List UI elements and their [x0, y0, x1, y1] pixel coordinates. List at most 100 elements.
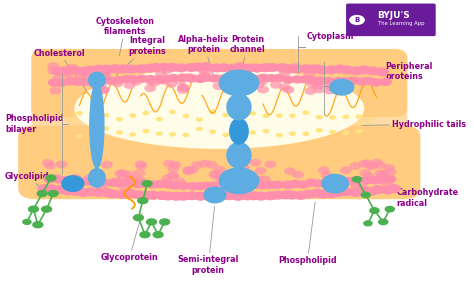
Circle shape: [225, 64, 239, 73]
Circle shape: [183, 73, 195, 81]
Circle shape: [344, 177, 356, 185]
Circle shape: [357, 66, 371, 75]
Circle shape: [160, 75, 173, 83]
Ellipse shape: [227, 142, 251, 168]
Text: B: B: [355, 17, 360, 23]
Circle shape: [349, 162, 361, 170]
Circle shape: [251, 176, 263, 184]
Circle shape: [51, 67, 65, 76]
Circle shape: [43, 175, 56, 183]
Circle shape: [198, 72, 210, 80]
Circle shape: [129, 65, 141, 73]
Circle shape: [304, 70, 316, 78]
Circle shape: [196, 117, 203, 122]
Circle shape: [89, 111, 96, 116]
Circle shape: [236, 127, 243, 131]
Circle shape: [321, 77, 334, 85]
Circle shape: [209, 74, 221, 83]
Circle shape: [68, 66, 82, 75]
Circle shape: [304, 87, 316, 95]
Circle shape: [117, 169, 128, 177]
Circle shape: [359, 169, 371, 177]
Circle shape: [185, 74, 198, 83]
Circle shape: [102, 126, 109, 131]
Circle shape: [324, 65, 338, 74]
Circle shape: [52, 176, 64, 184]
Circle shape: [101, 161, 113, 168]
Circle shape: [215, 175, 227, 182]
Circle shape: [257, 86, 269, 93]
Circle shape: [185, 191, 199, 200]
Circle shape: [193, 182, 206, 190]
Circle shape: [365, 187, 379, 196]
Circle shape: [236, 116, 243, 121]
Circle shape: [212, 82, 224, 90]
Circle shape: [52, 75, 64, 82]
Circle shape: [124, 189, 138, 198]
Circle shape: [377, 170, 389, 178]
Circle shape: [194, 75, 207, 83]
Circle shape: [305, 76, 318, 84]
Circle shape: [178, 84, 190, 91]
Circle shape: [264, 191, 278, 200]
Circle shape: [362, 77, 374, 85]
Circle shape: [246, 63, 258, 71]
Circle shape: [375, 176, 388, 184]
Circle shape: [240, 182, 253, 190]
Circle shape: [94, 81, 107, 89]
Circle shape: [47, 62, 59, 70]
Circle shape: [250, 159, 262, 166]
Circle shape: [136, 75, 148, 83]
Circle shape: [124, 65, 138, 74]
Circle shape: [32, 221, 44, 229]
Circle shape: [159, 218, 170, 226]
Circle shape: [349, 15, 365, 25]
Circle shape: [82, 71, 93, 78]
Circle shape: [48, 78, 61, 87]
Circle shape: [384, 206, 395, 213]
Circle shape: [250, 64, 264, 73]
Circle shape: [324, 87, 336, 95]
Circle shape: [192, 62, 206, 72]
Text: Cholesterol: Cholesterol: [34, 49, 86, 91]
Circle shape: [210, 172, 221, 180]
Circle shape: [249, 130, 256, 135]
Circle shape: [126, 174, 137, 182]
Circle shape: [191, 161, 203, 169]
Circle shape: [75, 177, 88, 186]
Circle shape: [69, 187, 83, 196]
Circle shape: [387, 184, 401, 193]
Circle shape: [106, 179, 119, 187]
Circle shape: [182, 114, 190, 118]
Circle shape: [169, 132, 176, 137]
Circle shape: [369, 207, 380, 214]
Circle shape: [95, 76, 108, 85]
Circle shape: [374, 161, 386, 169]
Circle shape: [350, 76, 362, 84]
Circle shape: [88, 81, 100, 88]
Circle shape: [307, 64, 321, 74]
Circle shape: [83, 66, 97, 75]
Circle shape: [100, 65, 114, 74]
Circle shape: [98, 86, 110, 94]
Circle shape: [118, 183, 130, 191]
Circle shape: [214, 166, 226, 174]
Circle shape: [310, 189, 324, 198]
Circle shape: [228, 67, 239, 74]
Circle shape: [329, 130, 336, 134]
Circle shape: [88, 76, 101, 85]
Circle shape: [156, 131, 163, 136]
Circle shape: [73, 182, 84, 189]
Circle shape: [200, 74, 212, 82]
Text: Alpha-helix
protein: Alpha-helix protein: [178, 35, 229, 78]
Circle shape: [291, 64, 304, 74]
Text: Semi-integral
protein: Semi-integral protein: [178, 206, 239, 275]
Circle shape: [218, 74, 231, 83]
Circle shape: [297, 180, 310, 189]
Circle shape: [254, 192, 268, 201]
Circle shape: [169, 110, 176, 114]
Circle shape: [61, 186, 74, 196]
Circle shape: [97, 178, 109, 186]
Circle shape: [338, 77, 350, 85]
Text: Phospholipid: Phospholipid: [278, 202, 337, 265]
